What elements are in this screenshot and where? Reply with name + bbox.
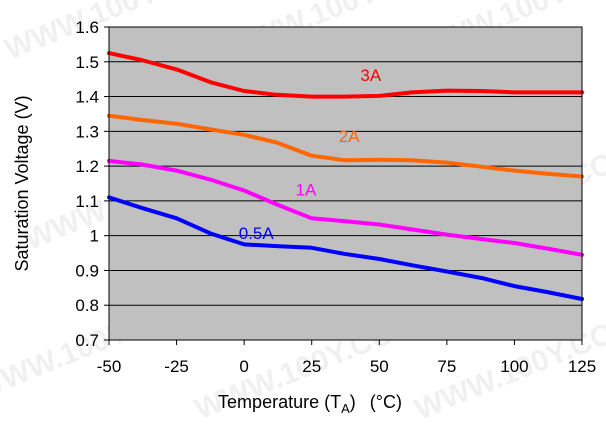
x-axis-label-unit: (°C) (370, 392, 402, 412)
y-axis-ticks: 0.7 0.8 0.9 1 1.1 1.2 1.3 1.4 1.5 1.6 (75, 18, 109, 350)
y-axis-label: Saturation Voltage (V) (12, 95, 32, 271)
series-label-1A: 1A (295, 181, 316, 200)
y-tick-label: 0.9 (75, 261, 99, 280)
series-labels: 3A 2A 1A 0.5A (239, 66, 382, 243)
x-tick-label: 75 (437, 357, 456, 376)
plot-area (109, 27, 582, 340)
series-line-1A (107, 158, 584, 257)
series-line-3A (107, 51, 584, 99)
x-axis-label-subscript: A (341, 401, 350, 416)
x-tick-label: 50 (370, 357, 389, 376)
series-label-0_5A: 0.5A (239, 224, 275, 243)
y-tick-label: 1.5 (75, 53, 99, 72)
x-axis-label: Temperature (TA) (°C) (218, 392, 402, 416)
series-group (107, 51, 584, 301)
x-axis-label-main: Temperature (T (218, 392, 341, 412)
series-line-2A (107, 113, 584, 179)
y-tick-label: 0.7 (75, 331, 99, 350)
y-tick-label: 0.8 (75, 296, 99, 315)
series-line-0_5A (107, 195, 584, 301)
y-tick-label: 1.4 (75, 88, 99, 107)
x-tick-label: 25 (302, 357, 321, 376)
x-axis-ticks: -50 -25 0 25 50 75 100 125 (97, 340, 596, 376)
x-tick-label: 125 (568, 357, 596, 376)
x-tick-label: 0 (239, 357, 248, 376)
x-tick-label: 100 (500, 357, 528, 376)
series-label-2A: 2A (339, 127, 360, 146)
x-axis-label-close: ) (350, 392, 356, 412)
series-label-3A: 3A (360, 66, 381, 85)
x-tick-label: -25 (164, 357, 189, 376)
y-tick-label: 1.6 (75, 18, 99, 37)
y-tick-label: 1.2 (75, 157, 99, 176)
y-tick-label: 1.1 (75, 192, 99, 211)
y-tick-label: 1.3 (75, 122, 99, 141)
y-tick-label: 1 (90, 227, 99, 246)
plot-border (108, 26, 583, 341)
x-tick-label: -50 (97, 357, 122, 376)
